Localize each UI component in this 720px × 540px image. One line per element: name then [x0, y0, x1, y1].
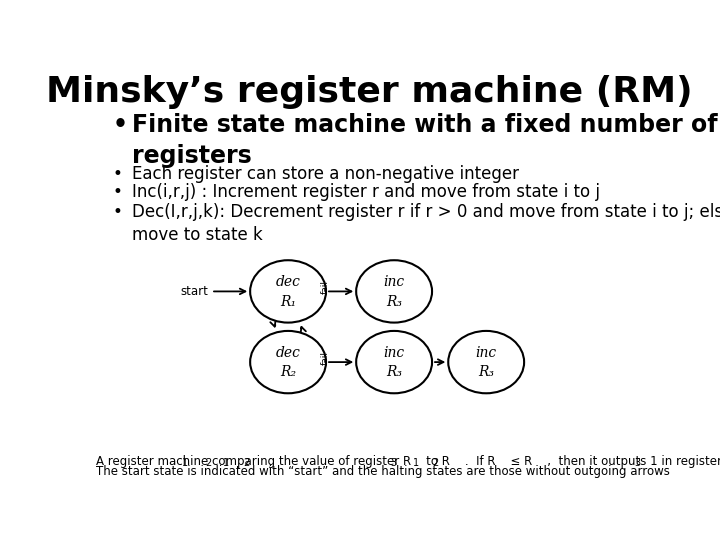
Text: dec: dec [276, 275, 300, 289]
Text: Dec(I,r,j,k): Decrement register r if r > 0 and move from state i to j; else
mov: Dec(I,r,j,k): Decrement register r if r … [132, 203, 720, 244]
Text: 1: 1 [182, 458, 188, 468]
Text: 1: 1 [413, 458, 419, 468]
Text: start: start [181, 285, 208, 298]
Ellipse shape [356, 331, 432, 393]
Text: 3: 3 [390, 458, 396, 468]
Text: Each register can store a non-negative integer: Each register can store a non-negative i… [132, 165, 519, 183]
Text: fail: fail [320, 351, 330, 365]
Text: R₃: R₃ [386, 295, 402, 309]
Text: dec: dec [276, 346, 300, 360]
Ellipse shape [250, 260, 326, 322]
Text: •: • [112, 165, 122, 183]
Text: •: • [112, 183, 122, 201]
Text: R₁: R₁ [280, 295, 296, 309]
Text: 2: 2 [205, 458, 212, 468]
Text: registers: registers [132, 144, 251, 168]
Text: fail: fail [320, 280, 330, 294]
Text: R₂: R₂ [280, 366, 296, 380]
Text: inc: inc [476, 346, 497, 360]
Ellipse shape [449, 331, 524, 393]
Text: R₃: R₃ [478, 366, 494, 380]
Text: 2: 2 [432, 458, 438, 468]
Text: 1: 1 [223, 458, 230, 468]
Text: inc: inc [384, 275, 405, 289]
Text: Inc(i,r,j) : Increment register r and move from state i to j: Inc(i,r,j) : Increment register r and mo… [132, 183, 600, 201]
Text: 2: 2 [243, 458, 249, 468]
Text: inc: inc [384, 346, 405, 360]
Text: Minsky’s register machine (RM): Minsky’s register machine (RM) [45, 75, 693, 109]
Text: A register machine comparing the value of register R    to R    .  If R    ≤ R  : A register machine comparing the value o… [96, 455, 720, 468]
Text: 3: 3 [634, 458, 640, 468]
Text: •: • [112, 113, 127, 137]
Text: The start state is indicated with “start” and the halting states are those witho: The start state is indicated with “start… [96, 465, 670, 478]
Text: •: • [112, 203, 122, 221]
Ellipse shape [250, 331, 326, 393]
Ellipse shape [356, 260, 432, 322]
Text: R₃: R₃ [386, 366, 402, 380]
Text: Finite state machine with a fixed number of: Finite state machine with a fixed number… [132, 113, 717, 137]
